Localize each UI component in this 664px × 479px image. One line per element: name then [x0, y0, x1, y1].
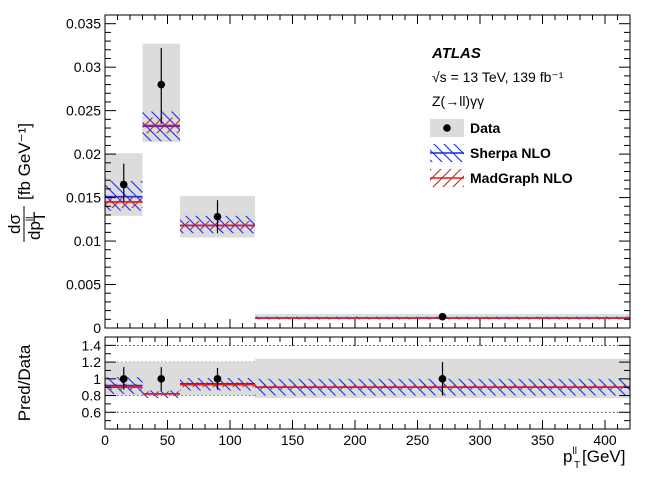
x-tick-label-2: 100 — [218, 432, 242, 448]
x-axis-title: pll T [GeV] — [563, 446, 625, 471]
ratio-y-tick-label-4: 1.4 — [82, 337, 102, 353]
ratio-y-tick-label-1: 0.8 — [82, 388, 102, 404]
main-data-point-2 — [213, 212, 222, 221]
legend-label-madgraph: MadGraph NLO — [470, 170, 573, 186]
legend-entry-sherpa: Sherpa NLO — [430, 144, 551, 162]
x-title-sup: ll — [572, 446, 576, 457]
x-title-main: p — [563, 447, 572, 466]
svg-text:dpll: dpll — [25, 217, 44, 240]
legend-label-sherpa: Sherpa NLO — [470, 145, 551, 161]
process-label: Z(→ll)γγ — [432, 93, 484, 109]
experiment-label: ATLAS — [431, 45, 481, 62]
x-tick-label-5: 250 — [406, 432, 430, 448]
energy-label: √s = 13 TeV, 139 fb⁻¹ — [432, 69, 564, 85]
x-tick-label-7: 350 — [531, 432, 555, 448]
main-data-point-0 — [119, 180, 128, 189]
y-title-main-unit: [fb GeV⁻¹] — [15, 123, 34, 200]
x-tick-label-8: 400 — [593, 432, 617, 448]
ratio-y-tick-label-0: 0.6 — [82, 404, 102, 420]
x-tick-label-4: 200 — [343, 432, 367, 448]
legend-entry-data: Data — [430, 119, 501, 137]
ratio-data-point-0 — [119, 375, 128, 383]
y-title-main-den-sub: T — [30, 212, 49, 222]
ratio-panel: 0 50 100 150 200 250 300 350 400 0.60.811.21.4 — [82, 336, 631, 448]
x-tick-label-6: 300 — [468, 432, 492, 448]
x-title-unit: [GeV] — [582, 447, 625, 466]
main-y-tick-label-1: 0.005 — [66, 277, 101, 293]
ratio-y-tick-label-3: 1.2 — [82, 354, 102, 370]
y-axis-title-main: dσ dpll T [fb GeV⁻¹] — [5, 123, 49, 242]
y-axis-title-ratio: Pred/Data — [15, 344, 34, 421]
x-tick-label-0: 0 — [101, 432, 109, 448]
ratio-data-point-2 — [213, 375, 222, 383]
main-y-tick-label-4: 0.02 — [74, 146, 101, 162]
legend-entry-madgraph: MadGraph NLO — [430, 169, 573, 187]
main-data-point-3 — [438, 312, 447, 321]
main-panel: 0 0.005 0.01 0.015 0.02 0.025 0.03 0.035 — [66, 14, 631, 336]
svg-text:pll: pll — [563, 446, 577, 466]
main-y-tick-label-0: 0 — [93, 320, 101, 336]
x-title-sub: T — [574, 460, 580, 471]
main-y-tick-label-6: 0.03 — [74, 59, 101, 75]
main-y-tick-label-3: 0.015 — [66, 190, 101, 206]
y-title-main-num: dσ — [5, 214, 24, 234]
svg-text:T: T — [30, 212, 49, 222]
main-y-tick-label-7: 0.035 — [66, 16, 101, 32]
legend: ATLAS √s = 13 TeV, 139 fb⁻¹ Z(→ll)γγ Dat… — [430, 45, 573, 187]
ratio-y-tick-label-2: 1 — [93, 371, 101, 387]
ratio-data-point-1 — [157, 375, 166, 383]
legend-swatch-data-point — [443, 124, 451, 132]
legend-label-data: Data — [470, 120, 501, 136]
main-y-tick-label-5: 0.025 — [66, 103, 101, 119]
main-data-point-1 — [157, 80, 166, 89]
x-tick-label-1: 50 — [160, 432, 176, 448]
y-title-main-den: dp — [25, 221, 44, 240]
main-y-tick-label-2: 0.01 — [74, 233, 101, 249]
svg-text:dσ: dσ — [5, 214, 24, 234]
ratio-data-point-3 — [438, 375, 447, 383]
y-title-main-den-sup: ll — [25, 217, 36, 221]
x-tick-label-3: 150 — [281, 432, 305, 448]
